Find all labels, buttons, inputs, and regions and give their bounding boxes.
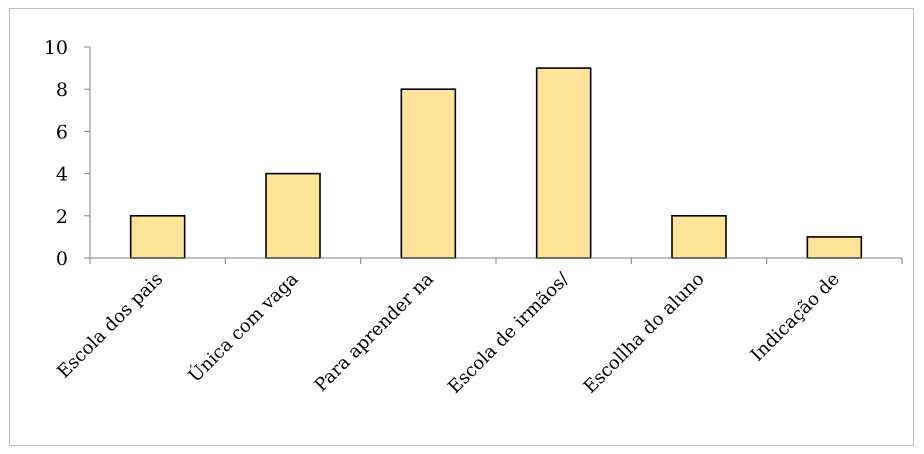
bars — [129, 67, 863, 259]
x-axis-category-labels: Escola dos pais Única com vaga Para aprend… — [53, 267, 844, 398]
category-label: Escola de irmãos/ — [444, 268, 574, 398]
x-axis-ticks — [89, 258, 903, 264]
y-tick-label: 2 — [56, 206, 68, 228]
bar — [129, 215, 186, 259]
y-tick-label: 8 — [56, 79, 68, 101]
category-label: Única com vaga — [183, 267, 303, 387]
bar — [400, 88, 457, 259]
bar — [535, 67, 592, 259]
y-tick-label: 10 — [44, 37, 68, 59]
category-label: Escollha do aluno — [580, 269, 709, 398]
category-label: Escola dos pais — [53, 269, 167, 383]
y-tick-label: 6 — [56, 121, 68, 143]
category-label: Indicação de — [747, 269, 844, 366]
bar — [806, 236, 863, 259]
y-tick-label: 4 — [56, 164, 68, 186]
y-axis-tick-labels: 0 2 4 6 8 10 — [44, 37, 68, 270]
bar — [671, 215, 727, 259]
y-axis-ticks — [84, 46, 90, 259]
y-tick-label: 0 — [56, 248, 68, 270]
bar — [265, 172, 321, 259]
category-label: Para aprender na — [311, 269, 438, 396]
